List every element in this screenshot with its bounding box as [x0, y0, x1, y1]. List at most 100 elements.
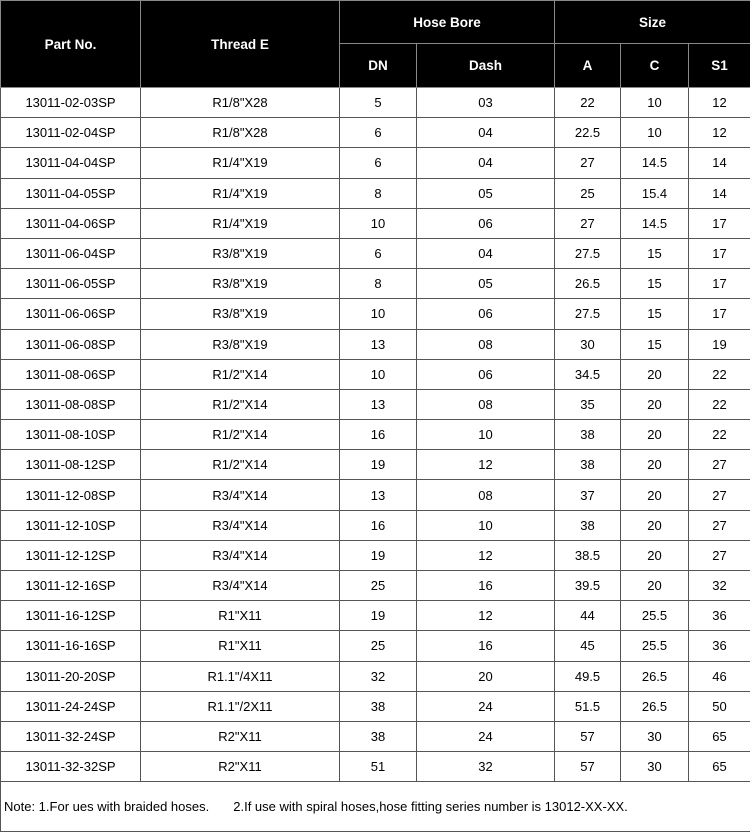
- cell-a: 22.5: [554, 117, 621, 149]
- cell-dash: 16: [416, 569, 555, 602]
- table-row: 13011-16-12SP R1"X11 19 12 44 25.5 36: [0, 600, 750, 632]
- cell-thread-e: R3/4"X14: [140, 509, 340, 541]
- cell-dash: 32: [416, 751, 555, 783]
- cell-s1: 14: [687, 177, 750, 209]
- cell-thread-e: R1/4"X19: [140, 177, 340, 209]
- cell-c: 14.5: [620, 207, 689, 239]
- cell-dn: 19: [339, 449, 417, 481]
- header-size: Size: [553, 0, 750, 44]
- cell-s1: 27: [687, 509, 750, 541]
- cell-c: 26.5: [620, 690, 689, 722]
- cell-thread-e: R3/8"X19: [140, 268, 340, 300]
- table-row: 13011-06-06SP R3/8"X19 10 06 27.5 15 17: [0, 298, 750, 330]
- cell-thread-e: R2"X11: [140, 720, 340, 753]
- cell-c: 20: [620, 419, 689, 451]
- table-row: 13011-20-20SP R1.1"/4X11 32 20 49.5 26.5 46: [0, 660, 750, 692]
- cell-s1: 17: [687, 237, 750, 270]
- cell-s1: 17: [687, 268, 750, 300]
- table-row: 13011-04-05SP R1/4"X19 8 05 25 15.4 14: [0, 177, 750, 209]
- cell-dash: 10: [416, 509, 555, 541]
- cell-dn: 32: [339, 660, 417, 692]
- cell-dash: 04: [416, 237, 555, 270]
- cell-thread-e: R1/2"X14: [140, 358, 340, 390]
- table-row: 13011-08-08SP R1/2"X14 13 08 35 20 22: [0, 388, 750, 421]
- cell-a: 57: [554, 751, 621, 783]
- cell-a: 38: [554, 509, 621, 541]
- cell-s1: 27: [687, 449, 750, 481]
- cell-dash: 16: [416, 630, 555, 662]
- cell-dash: 03: [416, 86, 555, 119]
- header-a: A: [554, 43, 621, 88]
- cell-c: 15.4: [620, 177, 689, 209]
- table-row: 13011-04-04SP R1/4"X19 6 04 27 14.5 14: [0, 147, 750, 179]
- cell-dn: 8: [339, 268, 417, 300]
- table-row: 13011-16-16SP R1"X11 25 16 45 25.5 36: [0, 630, 750, 662]
- cell-a: 39.5: [554, 569, 621, 602]
- table-body: 13011-02-03SP R1/8"X28 5 03 22 10 12 13011-02-0…: [0, 86, 750, 783]
- header-dash: Dash: [416, 43, 555, 88]
- cell-dn: 6: [339, 237, 417, 270]
- cell-thread-e: R3/8"X19: [140, 328, 340, 360]
- header-s1: S1: [687, 43, 750, 88]
- cell-s1: 22: [687, 419, 750, 451]
- table-row: 13011-02-04SP R1/8"X28 6 04 22.5 10 12: [0, 117, 750, 149]
- cell-c: 14.5: [620, 147, 689, 179]
- cell-dn: 38: [339, 720, 417, 753]
- cell-a: 49.5: [554, 660, 621, 692]
- cell-dash: 06: [416, 358, 555, 390]
- cell-thread-e: R3/4"X14: [140, 539, 340, 572]
- cell-a: 38.5: [554, 539, 621, 572]
- cell-part-no: 13011-12-10SP: [0, 509, 141, 541]
- cell-part-no: 13011-04-06SP: [0, 207, 141, 239]
- cell-a: 34.5: [554, 358, 621, 390]
- cell-part-no: 13011-06-05SP: [0, 268, 141, 300]
- cell-c: 20: [620, 569, 689, 602]
- cell-c: 10: [620, 117, 689, 149]
- cell-dash: 12: [416, 539, 555, 572]
- note-part-1: Note: 1.For ues with braided hoses.: [4, 799, 210, 815]
- cell-s1: 12: [687, 117, 750, 149]
- cell-c: 30: [620, 720, 689, 753]
- cell-s1: 32: [687, 569, 750, 602]
- cell-thread-e: R2"X11: [140, 751, 340, 783]
- cell-c: 25.5: [620, 630, 689, 662]
- cell-dash: 08: [416, 388, 555, 421]
- table-row: 13011-06-08SP R3/8"X19 13 08 30 15 19: [0, 328, 750, 360]
- cell-part-no: 13011-06-08SP: [0, 328, 141, 360]
- cell-a: 37: [554, 479, 621, 511]
- cell-thread-e: R1/4"X19: [140, 207, 340, 239]
- cell-s1: 65: [687, 751, 750, 783]
- cell-dn: 38: [339, 690, 417, 722]
- note-row: Note: 1.For ues with braided hoses. 2.If …: [0, 781, 750, 833]
- cell-part-no: 13011-16-16SP: [0, 630, 141, 662]
- cell-part-no: 13011-16-12SP: [0, 600, 141, 632]
- cell-a: 30: [554, 328, 621, 360]
- cell-a: 35: [554, 388, 621, 421]
- cell-part-no: 13011-08-06SP: [0, 358, 141, 390]
- table-row: 13011-06-05SP R3/8"X19 8 05 26.5 15 17: [0, 268, 750, 300]
- table-row: 13011-06-04SP R3/8"X19 6 04 27.5 15 17: [0, 237, 750, 270]
- cell-dn: 6: [339, 147, 417, 179]
- cell-c: 15: [620, 298, 689, 330]
- cell-dash: 05: [416, 177, 555, 209]
- cell-dn: 6: [339, 117, 417, 149]
- cell-c: 20: [620, 539, 689, 572]
- cell-part-no: 13011-04-04SP: [0, 147, 141, 179]
- cell-s1: 22: [687, 388, 750, 421]
- cell-s1: 17: [687, 298, 750, 330]
- header-dn: DN: [339, 43, 417, 88]
- cell-dash: 08: [416, 328, 555, 360]
- cell-a: 25: [554, 177, 621, 209]
- cell-c: 20: [620, 388, 689, 421]
- cell-a: 45: [554, 630, 621, 662]
- cell-dash: 12: [416, 449, 555, 481]
- cell-c: 20: [620, 449, 689, 481]
- table-row: 13011-12-12SP R3/4"X14 19 12 38.5 20 27: [0, 539, 750, 572]
- table-row: 13011-32-32SP R2"X11 51 32 57 30 65: [0, 751, 750, 783]
- cell-c: 25.5: [620, 600, 689, 632]
- cell-s1: 46: [687, 660, 750, 692]
- cell-dn: 25: [339, 630, 417, 662]
- header-c: C: [620, 43, 689, 88]
- cell-s1: 36: [687, 630, 750, 662]
